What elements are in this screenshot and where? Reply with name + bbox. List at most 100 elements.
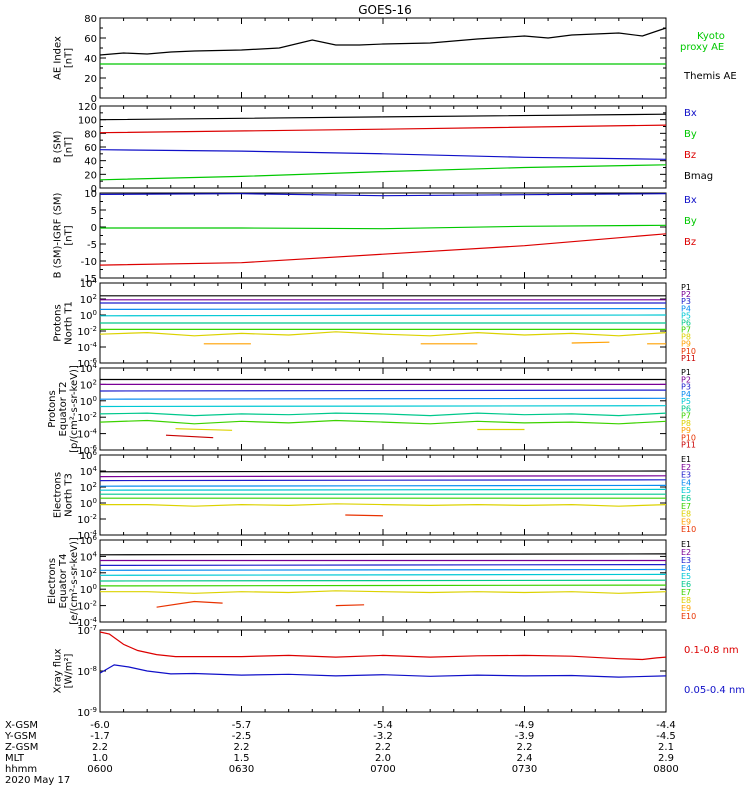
bsm-series-line — [99, 164, 667, 181]
legend-entry: Bx — [684, 108, 697, 119]
y-tick-label: 106 — [80, 449, 98, 462]
bsm-series-line — [99, 149, 667, 160]
y-axis-label: Equator T4 — [58, 554, 69, 609]
legend-entry: P1 — [681, 368, 691, 377]
legend-entry: Bx — [684, 195, 697, 206]
ephemeris-value: 2.2 — [234, 742, 250, 753]
y-tick-label: 104 — [80, 465, 98, 478]
ephemeris-value: 2.2 — [375, 742, 391, 753]
peq-frame — [99, 367, 667, 451]
y-axis-label: Electrons — [47, 558, 58, 604]
xray-frame — [99, 629, 667, 713]
y-tick-label: 40 — [84, 157, 97, 168]
y-tick-label: 0 — [91, 184, 97, 195]
legend-entry: P6 — [681, 404, 691, 413]
panel-bigrf: -15 -10 -5 0 5 10 B (SM)-IGRF (SM) [nT] Bx By Bz — [53, 189, 697, 285]
y-tick-label: 0 — [91, 223, 97, 234]
panel-pnorth: 10-6 10-4 10-2 100 102 104 Protons North T1 P1P2… — [53, 277, 697, 370]
panel-bsm: 0 20 40 60 80 100 120 B (SM) [nT] Bx By Bz Bmag — [53, 102, 714, 195]
legend-entry: E10 — [681, 525, 696, 534]
ephemeris-row: Z-GSM 2.2 2.2 2.2 2.2 2.1 — [5, 742, 674, 753]
bsm-x-ticks — [99, 106, 667, 188]
y-tick-label: 104 — [80, 362, 98, 375]
eeq-series-line — [99, 573, 667, 576]
y-tick-label: 10-2 — [77, 513, 97, 526]
ephemeris-row: Y-GSM -1.7 -2.5 -3.2 -3.9 -4.5 — [4, 731, 676, 742]
legend-entry: P1 — [681, 283, 691, 292]
eeq-series — [99, 553, 667, 608]
y-tick-label: -15 — [81, 274, 97, 285]
ephemeris-value: -4.4 — [656, 720, 676, 731]
ae-y-ticks: 0 20 40 60 80 — [84, 14, 666, 105]
bsm-series — [99, 113, 667, 181]
eeq-series-line — [99, 568, 667, 571]
xray-series-line — [99, 664, 667, 678]
eeq-series-line — [156, 600, 223, 608]
y-axis-label: Electrons — [53, 472, 64, 518]
y-tick-label: 10-4 — [77, 428, 97, 441]
ephemeris-value: -3.9 — [515, 731, 535, 742]
ephemeris-row: hhmm 0600 0630 0700 0730 0800 — [5, 764, 679, 775]
ephemeris-value: 0800 — [653, 764, 678, 775]
ae-frame — [99, 17, 667, 99]
y-tick-label: 102 — [80, 481, 97, 494]
ephemeris-value: 1.5 — [234, 753, 250, 764]
panel-peq: 10-6 10-4 10-2 100 102 104 Protons Equator T2 [p… — [47, 362, 696, 457]
y-tick-label: 102 — [80, 293, 97, 306]
y-tick-label: 104 — [80, 550, 98, 563]
eeq-y-ticks: 10-4 10-2 100 102 104 106 — [77, 534, 666, 629]
legend-entry: E2 — [681, 463, 691, 472]
y-tick-label: 100 — [78, 116, 97, 127]
pnorth-series-line — [99, 314, 667, 317]
ephemeris-value: 0700 — [370, 764, 395, 775]
legend-entry: Kyoto — [697, 31, 725, 42]
legend-entry: proxy AE — [680, 42, 724, 53]
ephemeris-value: 2.2 — [517, 742, 533, 753]
y-axis-label: [nT] — [64, 137, 75, 157]
ae-series — [99, 27, 667, 65]
y-axis-label: [W/m²] — [64, 653, 75, 688]
legend-entry: Bz — [684, 237, 696, 248]
bigrf-series-line — [100, 224, 667, 230]
ephemeris-value: 2.2 — [92, 742, 108, 753]
legend-entry: P10 — [681, 433, 696, 442]
legend-entry: E1 — [681, 455, 691, 464]
legend-entry: P5 — [681, 397, 691, 406]
eeq-series-line — [100, 590, 667, 594]
ephemeris-value: -4.9 — [515, 720, 535, 731]
xray-series — [99, 631, 667, 678]
enorth-series — [99, 470, 667, 517]
ephemeris-value: -6.0 — [90, 720, 110, 731]
y-tick-label: 10-2 — [77, 325, 97, 338]
legend-entry: P11 — [681, 354, 696, 363]
ephemeris-row: X-GSM -6.0 -5.7 -5.4 -4.9 -4.4 — [5, 720, 676, 731]
legend-entry: E6 — [681, 580, 691, 589]
y-tick-label: 40 — [84, 54, 97, 65]
ephemeris-value: 2.9 — [658, 753, 674, 764]
y-tick-label: 10-8 — [77, 665, 97, 678]
bsm-series-line — [99, 124, 667, 134]
ephemeris-value: 1.0 — [92, 753, 108, 764]
eeq-series-line — [99, 563, 667, 567]
bigrf-legend: Bx By Bz — [684, 195, 697, 248]
legend-entry: P10 — [681, 347, 696, 356]
enorth-series-line — [99, 470, 667, 473]
ephemeris-value: -5.4 — [373, 720, 393, 731]
legend-entry: P8 — [681, 333, 691, 342]
legend-entry: E1 — [681, 540, 691, 549]
y-tick-label: 10-4 — [77, 529, 97, 542]
eeq-series-line — [99, 579, 667, 582]
ephemeris-label: X-GSM — [5, 720, 38, 731]
legend-entry: P9 — [681, 426, 691, 435]
y-tick-label: 10-6 — [77, 444, 97, 457]
ephemeris-value: 2.0 — [375, 753, 391, 764]
eeq-series-line — [335, 604, 365, 607]
plot-title: GOES-16 — [358, 3, 412, 17]
enorth-x-ticks — [99, 455, 667, 535]
y-tick-label: 0 — [91, 94, 97, 105]
y-tick-label: 80 — [84, 129, 97, 140]
